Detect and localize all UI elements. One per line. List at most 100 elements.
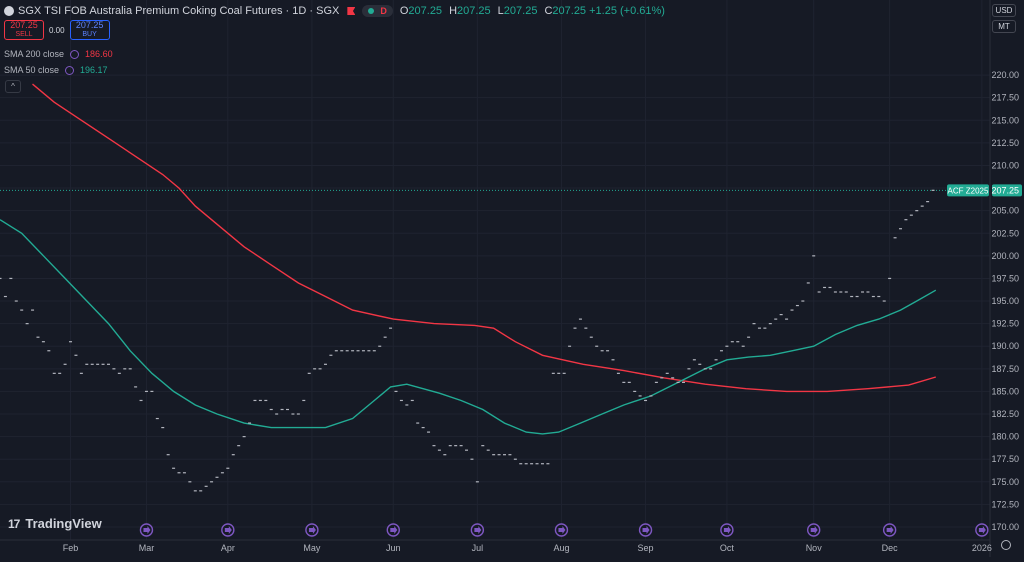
indicator-value: 186.60	[85, 49, 113, 59]
y-tick-label: 200.00	[991, 251, 1019, 261]
x-tick-label: Feb	[63, 543, 79, 553]
event-marker-icon[interactable]	[139, 523, 154, 537]
y-tick-label: 212.50	[991, 138, 1019, 148]
sell-price: 207.25	[10, 20, 38, 30]
buy-button[interactable]: 207.25 BUY	[69, 20, 110, 40]
tradingview-logo-text: TradingView	[25, 516, 102, 531]
x-tick-label: Sep	[638, 543, 654, 553]
tradingview-logo[interactable]: 17 TradingView	[8, 516, 102, 531]
chevron-up-icon: ^	[11, 82, 15, 91]
indicator-value: 196.17	[80, 65, 108, 75]
price-marks	[0, 189, 935, 492]
event-marker-icon[interactable]	[221, 523, 235, 537]
sma200-line	[32, 83, 936, 393]
x-tick-label: Oct	[720, 543, 735, 553]
y-tick-label: 185.00	[991, 386, 1019, 396]
ohlc-high: H207.25	[449, 5, 491, 17]
ohlc-close: C207.25 +1.25 (+0.61%)	[544, 5, 665, 17]
x-tick-label: Jul	[472, 543, 484, 553]
event-marker-arrow	[886, 526, 894, 534]
y-tick-label: 220.00	[991, 70, 1019, 80]
y-tick-label: 190.00	[991, 341, 1019, 351]
y-tick-label: 175.00	[991, 477, 1019, 487]
event-marker-icon[interactable]	[470, 523, 485, 537]
market-open-icon	[368, 8, 375, 14]
event-marker-arrow	[558, 526, 566, 534]
y-tick-label: 197.50	[991, 273, 1019, 283]
event-marker-icon[interactable]	[806, 523, 821, 537]
trade-panel: 207.25 SELL 0.00 207.25 BUY	[4, 20, 110, 40]
indicator-sma200[interactable]: SMA 200 close 186.60	[4, 49, 113, 59]
gear-icon[interactable]	[1001, 540, 1011, 550]
plot-area	[0, 0, 990, 540]
y-tick-label: 215.00	[991, 115, 1019, 125]
event-marker-icon[interactable]	[638, 523, 653, 537]
event-marker-arrow	[390, 526, 398, 534]
event-marker-arrow	[978, 526, 986, 534]
x-tick-label: Nov	[806, 543, 823, 553]
spread-value: 0.00	[49, 25, 65, 35]
sell-label: SELL	[15, 31, 33, 38]
x-tick-label: Aug	[553, 543, 569, 553]
y-tick-label: 177.50	[991, 454, 1019, 464]
price-axis	[990, 0, 1024, 557]
event-marker-arrow	[810, 526, 818, 534]
collapse-legend-button[interactable]: ^	[5, 80, 21, 93]
event-marker-icon[interactable]	[386, 523, 400, 537]
y-tick-label: 205.00	[991, 206, 1019, 216]
y-tick-label: 170.00	[991, 522, 1019, 532]
sma50-line	[0, 219, 937, 435]
indicator-settings-icon[interactable]	[70, 49, 80, 59]
buy-label: BUY	[82, 31, 97, 38]
grid	[0, 0, 990, 540]
event-marker-icon[interactable]	[882, 523, 897, 537]
x-tick-label: Jun	[386, 543, 401, 553]
y-tick-label: 182.50	[991, 409, 1019, 419]
event-marker-arrow	[224, 526, 232, 534]
ohlc-open: O207.25	[399, 5, 443, 17]
x-tick-label: 2026	[972, 543, 992, 553]
symbol-title[interactable]: SGX TSI FOB Australia Premium Coking Coa…	[18, 5, 340, 17]
y-tick-label: 195.00	[991, 296, 1019, 306]
market-status-pill[interactable]: D	[362, 5, 393, 17]
x-tick-label: Dec	[882, 543, 899, 553]
indicator-label: SMA 50 close	[4, 65, 60, 75]
event-marker-icon[interactable]	[720, 523, 734, 537]
indicator-sma50[interactable]: SMA 50 close 196.17	[4, 65, 108, 75]
tradingview-logo-icon: 17	[8, 516, 20, 531]
indicator-label: SMA 200 close	[4, 49, 65, 59]
last-price-tag	[992, 184, 1022, 197]
y-tick-label: 202.50	[991, 228, 1019, 238]
event-marker-arrow	[723, 526, 731, 534]
sell-button[interactable]: 207.25 SELL	[4, 20, 44, 40]
event-marker-icon[interactable]	[554, 523, 569, 537]
buy-price: 207.25	[75, 20, 104, 30]
y-tick-label: 210.00	[991, 160, 1019, 170]
interval-badge: D	[380, 6, 387, 16]
flag-icon[interactable]	[347, 7, 356, 15]
y-tick-label: 217.50	[991, 93, 1019, 103]
x-tick-label: May	[303, 543, 321, 553]
y-tick-label: 180.00	[991, 432, 1019, 442]
last-price-label: 207.25	[991, 185, 1019, 195]
y-tick-label: 187.50	[991, 364, 1019, 374]
series-tag-bg	[947, 184, 989, 197]
series-tag-label: ACF Z2025	[948, 186, 989, 195]
event-marker-icon[interactable]	[975, 523, 989, 537]
indicator-settings-icon[interactable]	[65, 65, 75, 75]
ohlc-low: L207.25	[497, 5, 538, 17]
chart-header: SGX TSI FOB Australia Premium Coking Coa…	[4, 4, 668, 18]
unit-selector[interactable]: MT	[992, 20, 1016, 33]
event-marker-arrow	[143, 526, 151, 534]
event-marker-arrow	[474, 526, 482, 534]
event-marker-arrow	[642, 526, 650, 534]
event-marker-arrow	[308, 526, 316, 534]
x-tick-label: Apr	[221, 543, 235, 553]
x-tick-label: Mar	[139, 543, 155, 553]
currency-selector[interactable]: USD	[992, 4, 1016, 17]
symbol-icon[interactable]	[4, 6, 14, 16]
y-tick-label: 172.50	[991, 499, 1019, 509]
event-marker-icon[interactable]	[305, 523, 319, 537]
